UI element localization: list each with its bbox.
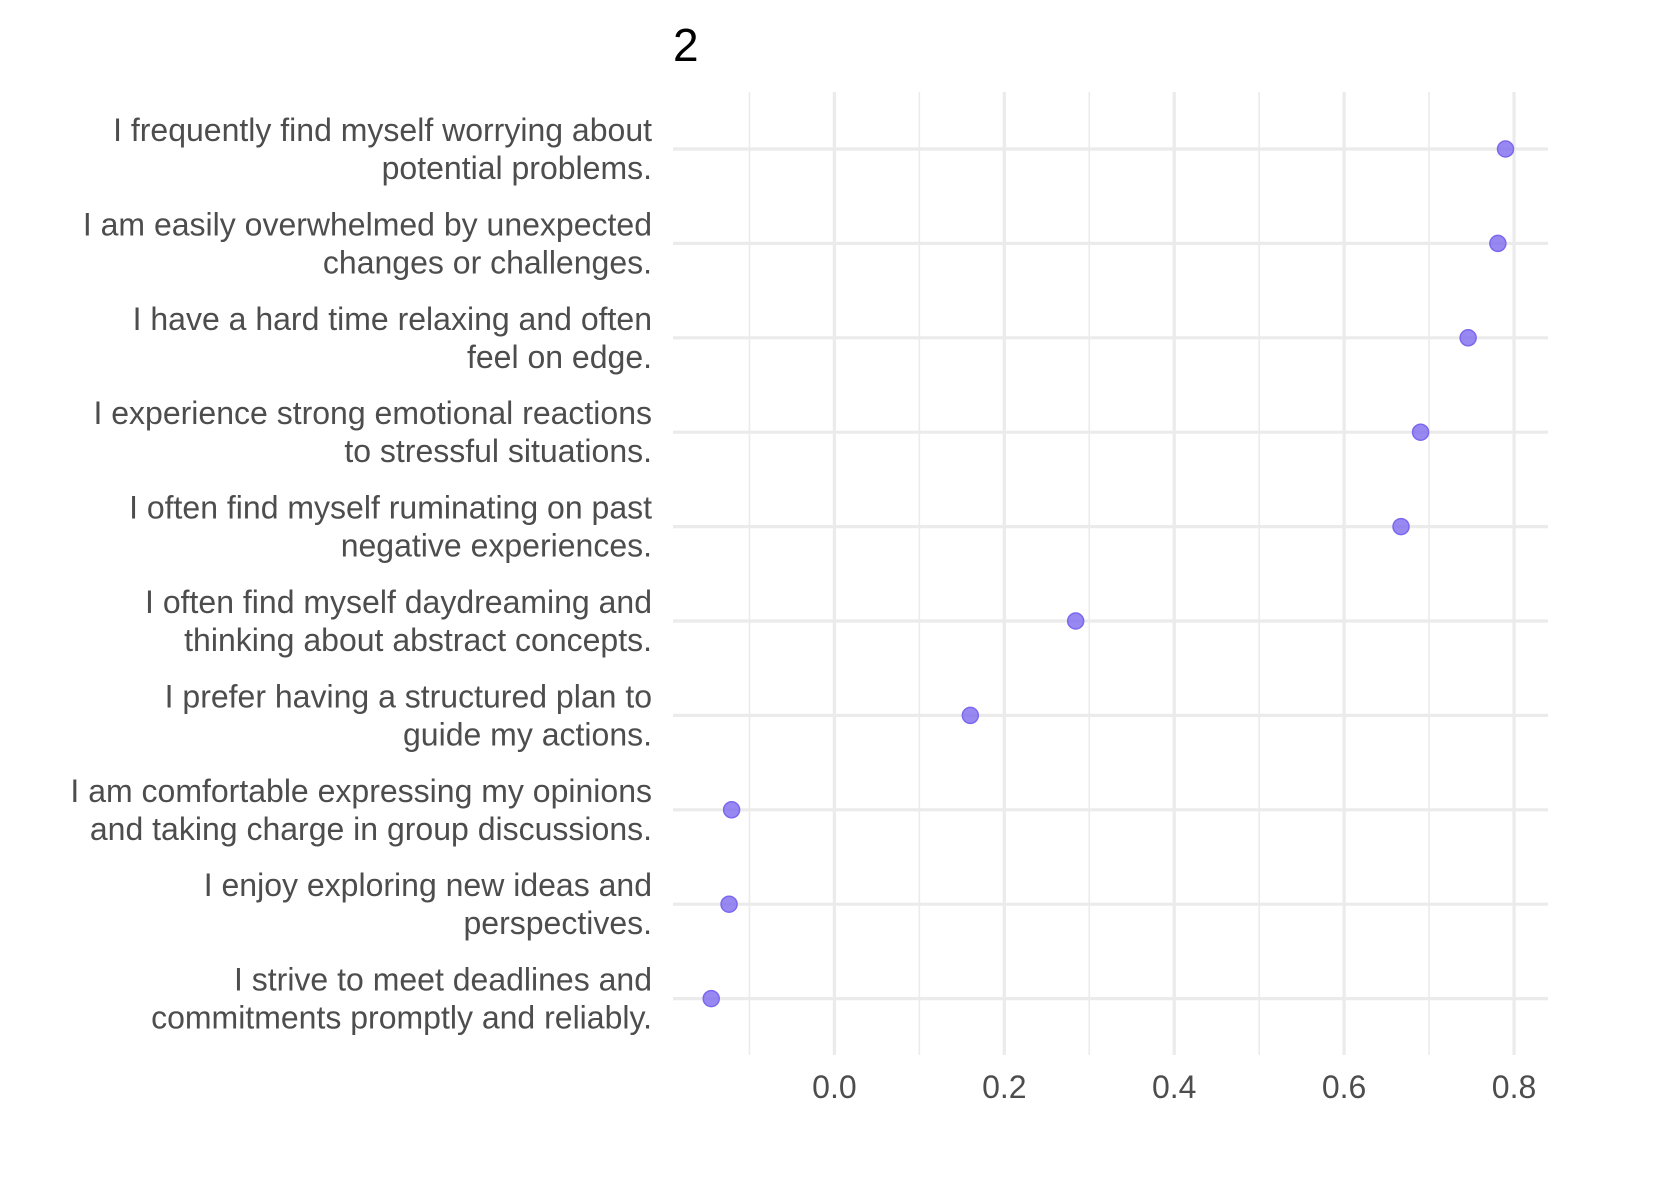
y-tick-label-line: I often find myself daydreaming and <box>145 584 652 620</box>
x-axis-labels: 0.0 0.2 0.4 0.6 0.8 <box>812 1069 1536 1105</box>
y-tick-label: I am comfortable expressing my opinions a… <box>70 773 652 847</box>
y-tick-label-line: thinking about abstract concepts. <box>184 622 652 658</box>
y-tick-label-line: changes or challenges. <box>323 244 652 280</box>
grid-layer <box>673 92 1548 1055</box>
data-point <box>961 706 980 725</box>
y-tick-label-line: I have a hard time relaxing and often <box>133 301 652 337</box>
y-tick-label-line: commitments promptly and reliably. <box>151 1000 652 1036</box>
y-tick-label-line: I strive to meet deadlines and <box>234 962 652 998</box>
x-tick-label: 0.8 <box>1492 1069 1536 1105</box>
data-point <box>1459 329 1477 347</box>
y-tick-label-line: feel on edge. <box>467 339 652 375</box>
y-tick-label-line: I frequently find myself worrying about <box>113 112 652 148</box>
y-axis-labels: I frequently find myself worrying about p… <box>70 112 652 1036</box>
x-tick-label: 0.6 <box>1322 1069 1366 1105</box>
x-tick-label: 0.2 <box>982 1069 1026 1105</box>
y-tick-label-line: I prefer having a structured plan to <box>165 678 652 714</box>
y-tick-label: I enjoy exploring new ideas and perspecti… <box>204 867 652 941</box>
y-tick-label: I often find myself daydreaming and think… <box>145 584 652 658</box>
y-tick-label-line: I enjoy exploring new ideas and <box>204 867 652 903</box>
data-point <box>702 989 720 1008</box>
y-tick-label: I am easily overwhelmed by unexpected cha… <box>83 206 652 280</box>
data-point <box>1066 612 1085 630</box>
y-tick-label-line: negative experiences. <box>341 528 652 564</box>
y-tick-label-line: to stressful situations. <box>344 433 652 469</box>
x-tick-label: 0.4 <box>1152 1069 1196 1105</box>
y-tick-label: I have a hard time relaxing and often fee… <box>133 301 652 375</box>
data-point <box>1392 517 1410 536</box>
points-layer <box>702 140 1515 1008</box>
y-tick-label: I strive to meet deadlines and commitment… <box>151 962 652 1036</box>
y-tick-label-line: potential problems. <box>382 150 652 186</box>
panel-title: 2 <box>673 19 699 71</box>
data-point <box>720 895 738 913</box>
y-tick-label: I prefer having a structured plan to guid… <box>165 678 652 752</box>
data-point <box>1489 234 1507 253</box>
y-tick-label-line: and taking charge in group discussions. <box>90 811 652 847</box>
x-tick-label: 0.0 <box>812 1069 856 1105</box>
data-point <box>1411 423 1430 441</box>
y-tick-label-line: guide my actions. <box>403 716 652 752</box>
y-tick-label-line: I experience strong emotional reactions <box>93 395 652 431</box>
y-tick-label-line: I often find myself ruminating on past <box>129 490 652 526</box>
y-tick-label: I frequently find myself worrying about p… <box>113 112 652 186</box>
data-point <box>722 801 741 819</box>
y-tick-label-line: I am comfortable expressing my opinions <box>70 773 652 809</box>
y-tick-label-line: perspectives. <box>463 905 652 941</box>
y-tick-label: I often find myself ruminating on past ne… <box>129 490 652 564</box>
y-tick-label: I experience strong emotional reactions t… <box>93 395 652 469</box>
data-point <box>1496 140 1515 158</box>
y-tick-label-line: I am easily overwhelmed by unexpected <box>83 206 652 242</box>
